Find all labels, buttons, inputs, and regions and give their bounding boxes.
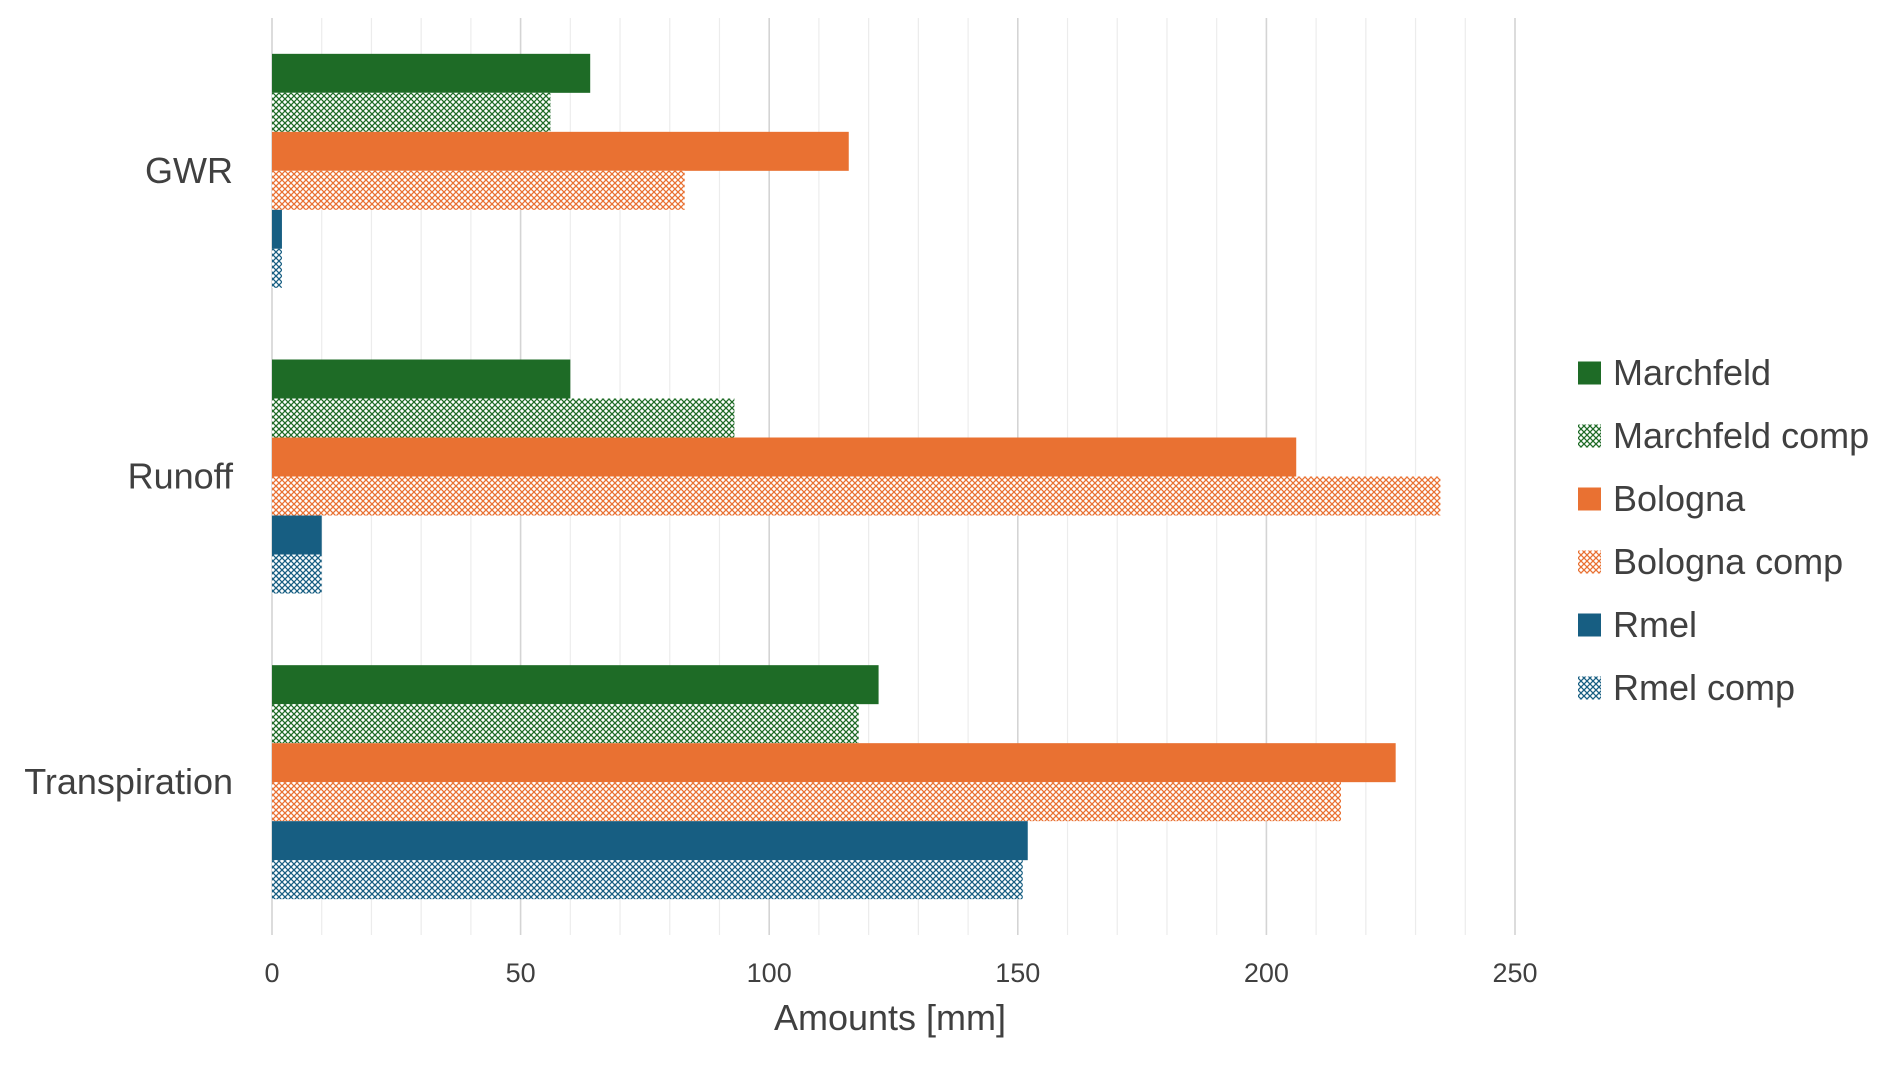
legend-label: Rmel	[1613, 604, 1697, 645]
bar-gwr-marchfeld	[272, 53, 591, 93]
bar-runoff-bologna	[272, 437, 1297, 477]
bar-gwr-rmel-comp	[272, 248, 282, 288]
bar-runoff-marchfeld	[272, 359, 571, 399]
category-labels: GWR Runoff Transpiration	[24, 150, 234, 802]
bar-gwr-bologna	[272, 131, 849, 171]
x-tick-label: 250	[1492, 958, 1537, 988]
bar-transpiration-marchfeld-comp	[272, 704, 859, 744]
bar-transpiration-marchfeld	[272, 665, 879, 705]
x-tick-label: 150	[995, 958, 1040, 988]
legend-label: Marchfeld comp	[1613, 415, 1869, 456]
legend-swatch	[1578, 676, 1601, 700]
legend-swatch	[1578, 487, 1601, 511]
bar-runoff-rmel-comp	[272, 554, 322, 594]
category-label: Runoff	[128, 456, 234, 497]
bar-transpiration-rmel	[272, 821, 1028, 861]
category-label: GWR	[145, 150, 233, 191]
legend-swatch	[1578, 550, 1601, 574]
bar-gwr-rmel	[272, 209, 282, 249]
x-axis-title: Amounts [mm]	[774, 997, 1006, 1038]
legend-label: Bologna comp	[1613, 541, 1843, 582]
bar-runoff-marchfeld-comp	[272, 398, 735, 438]
x-tick-labels: 0 50 100 150 200 250	[264, 958, 1537, 988]
x-tick-label: 100	[747, 958, 792, 988]
legend-swatch	[1578, 424, 1601, 448]
legend-swatch	[1578, 613, 1601, 637]
bar-transpiration-bologna	[272, 743, 1396, 783]
bar-gwr-marchfeld-comp	[272, 92, 551, 132]
bar-runoff-bologna-comp	[272, 476, 1441, 516]
bar-gwr-bologna-comp	[272, 170, 685, 210]
legend-label: Marchfeld	[1613, 352, 1771, 393]
bar-transpiration-rmel-comp	[272, 860, 1023, 900]
x-tick-label: 200	[1244, 958, 1289, 988]
x-tick-label: 50	[506, 958, 536, 988]
bar-transpiration-bologna-comp	[272, 782, 1341, 822]
legend-swatch	[1578, 361, 1601, 385]
legend-label: Bologna	[1613, 478, 1746, 519]
bar-runoff-rmel	[272, 515, 322, 555]
x-tick-label: 0	[264, 958, 279, 988]
category-label: Transpiration	[24, 761, 233, 802]
legend-label: Rmel comp	[1613, 667, 1795, 708]
bars	[272, 53, 1441, 900]
legend: Marchfeld Marchfeld comp Bologna Bologna co…	[1578, 352, 1869, 708]
